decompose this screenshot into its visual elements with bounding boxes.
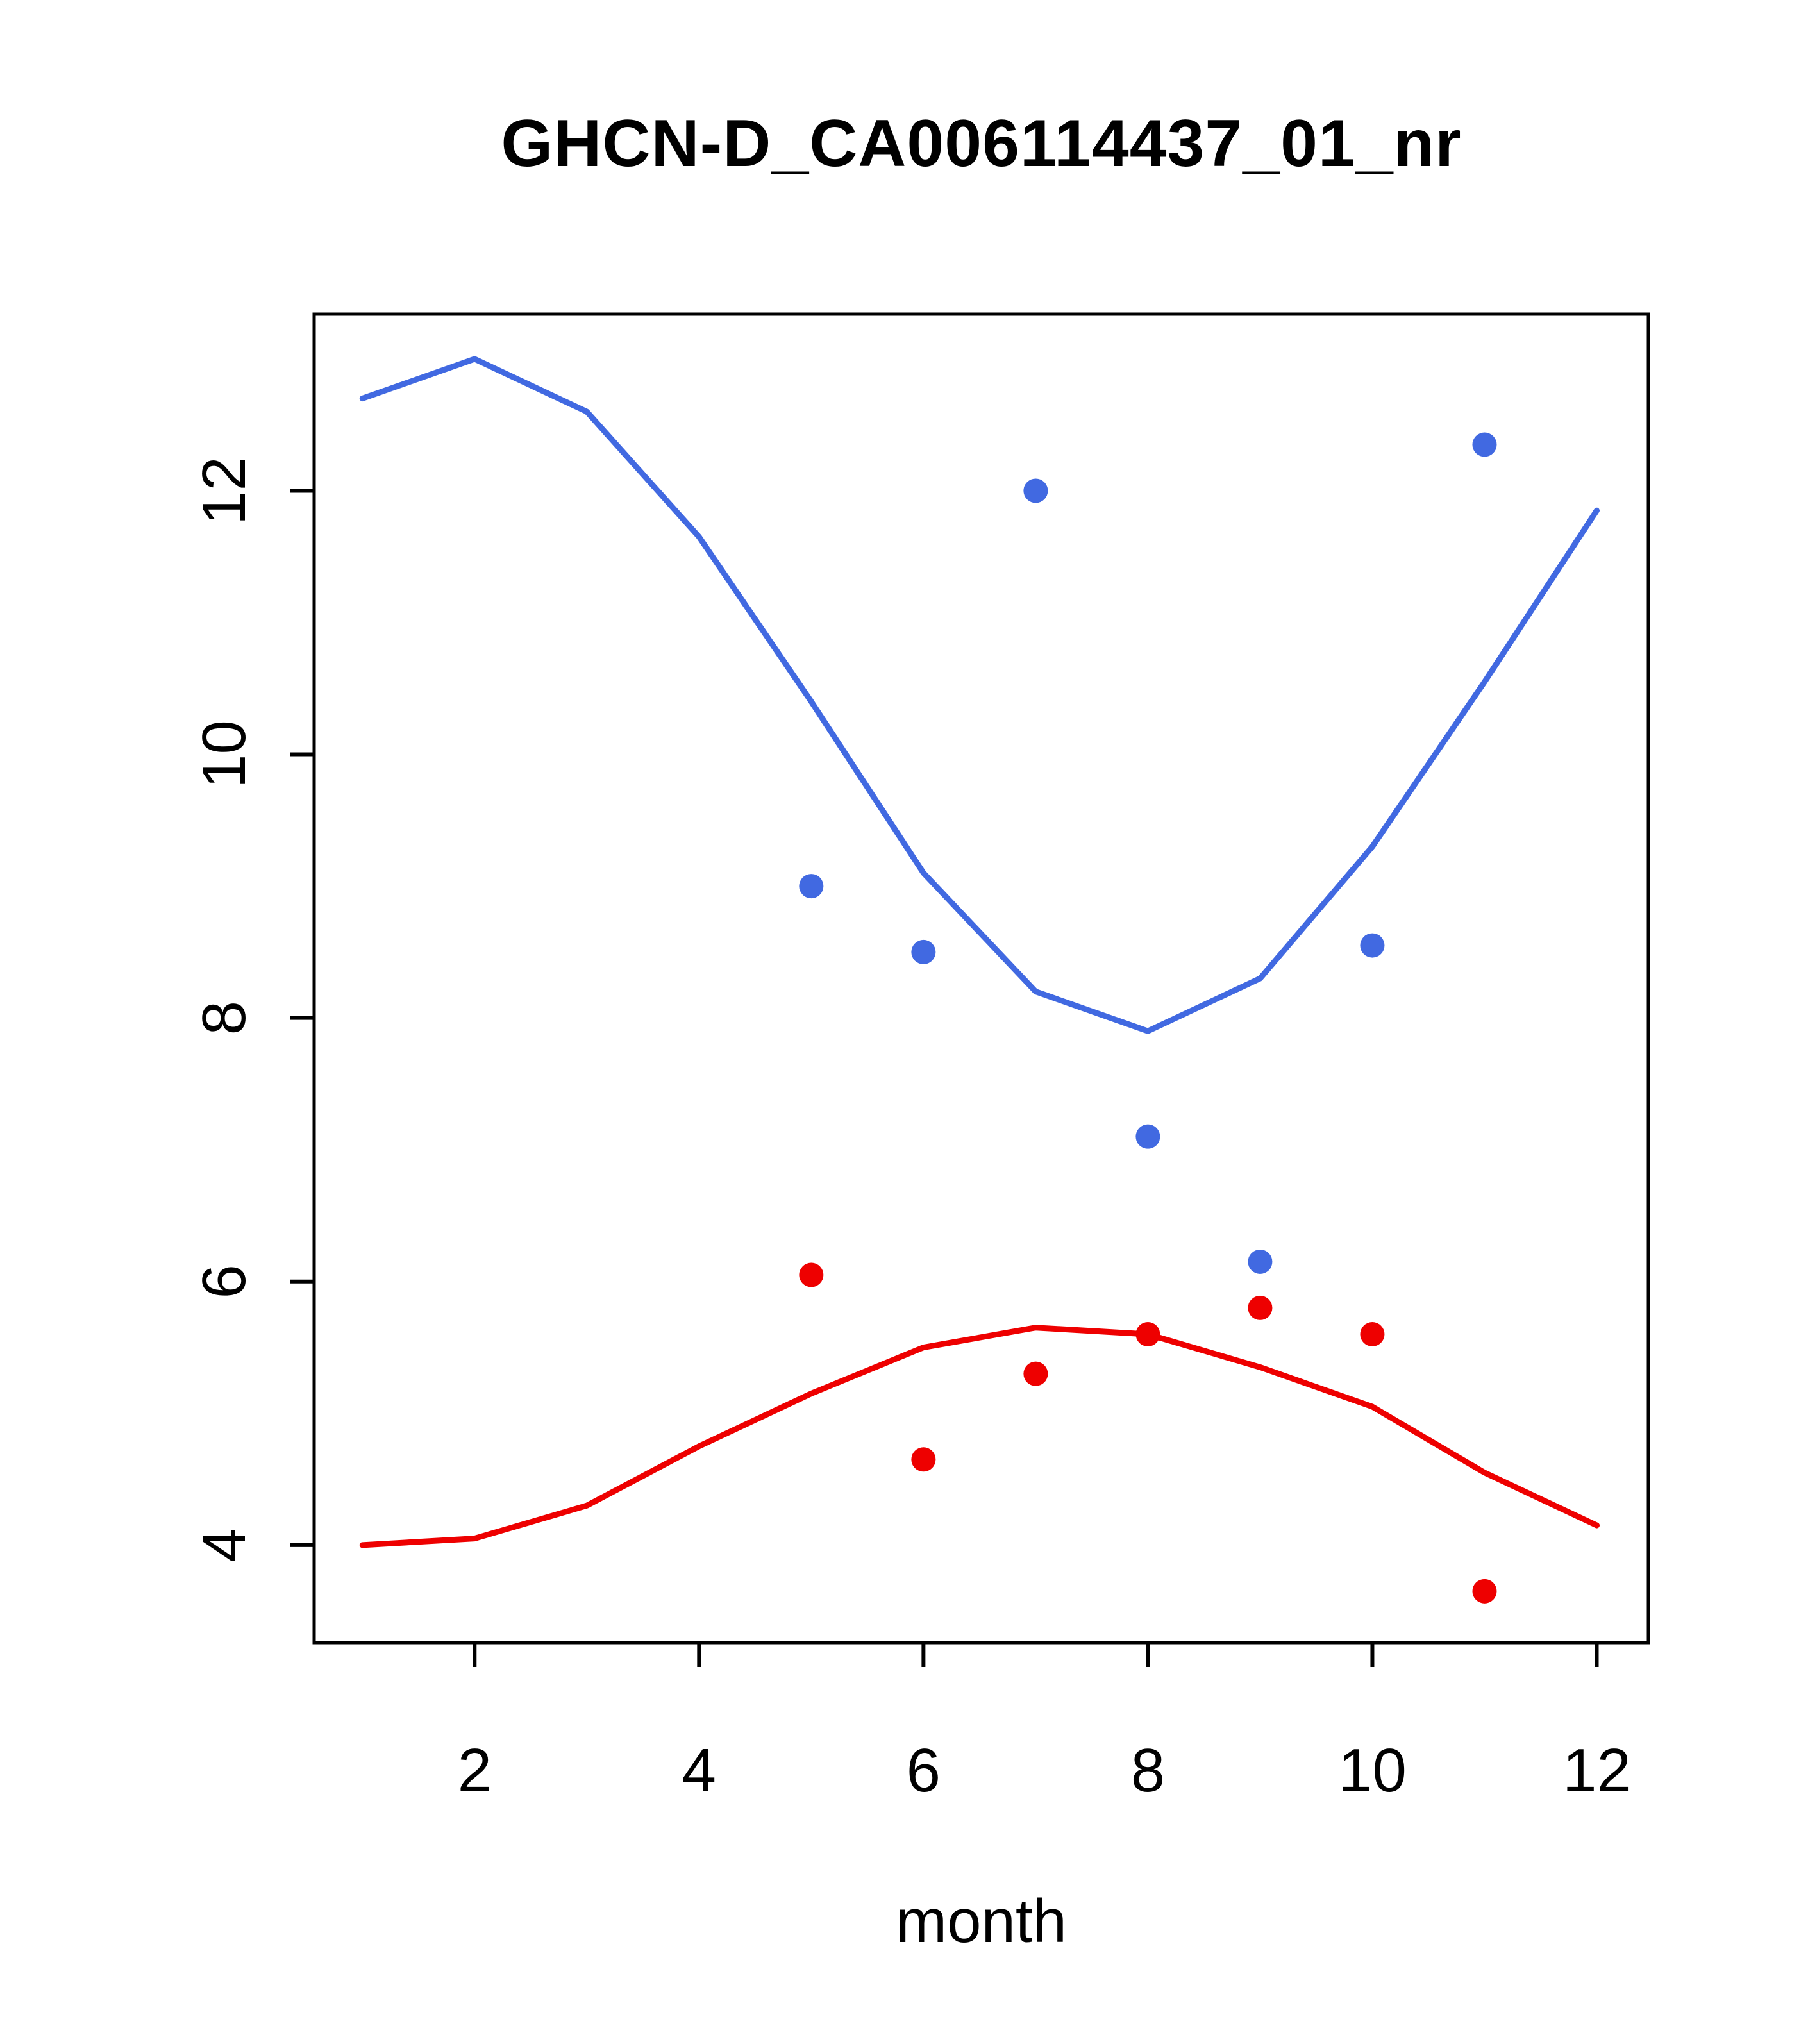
blue-curve-line xyxy=(359,356,1600,1034)
x-axis-tick-label: 8 xyxy=(1131,1736,1165,1805)
y-axis-tick-label: 8 xyxy=(190,1001,258,1035)
plot-border xyxy=(312,312,1650,1645)
blue-points-marker xyxy=(1023,478,1048,503)
y-axis-tick-label: 10 xyxy=(190,720,258,789)
x-axis-tick-label: 2 xyxy=(458,1736,492,1805)
x-axis-label: month xyxy=(896,1887,1067,1956)
x-axis-tick-label: 10 xyxy=(1338,1736,1407,1805)
red-points-marker xyxy=(1360,1322,1385,1346)
red-points-marker xyxy=(799,1262,824,1287)
blue-points-marker xyxy=(1360,933,1385,958)
chart-title: GHCN-D_CA006114437_01_nr xyxy=(501,106,1462,181)
blue-points-marker xyxy=(799,874,824,899)
y-axis-tick-label: 12 xyxy=(190,457,258,525)
x-axis-tick-label: 6 xyxy=(907,1736,941,1805)
red-points-marker xyxy=(911,1447,936,1472)
blue-points-marker xyxy=(911,939,936,964)
red-points-marker xyxy=(1472,1579,1497,1604)
y-axis-tick-label: 6 xyxy=(190,1264,258,1298)
blue-points-marker xyxy=(1135,1124,1160,1149)
x-axis-tick-label: 4 xyxy=(682,1736,716,1805)
blue-points-marker xyxy=(1472,432,1497,457)
y-axis-tick-label: 4 xyxy=(190,1528,258,1562)
x-axis-tick-label: 12 xyxy=(1562,1736,1631,1805)
red-points-marker xyxy=(1248,1295,1273,1320)
blue-points-marker xyxy=(1248,1249,1273,1274)
red-points-marker xyxy=(1135,1322,1160,1346)
red-points-marker xyxy=(1023,1361,1048,1386)
red-curve-line xyxy=(359,1325,1600,1548)
